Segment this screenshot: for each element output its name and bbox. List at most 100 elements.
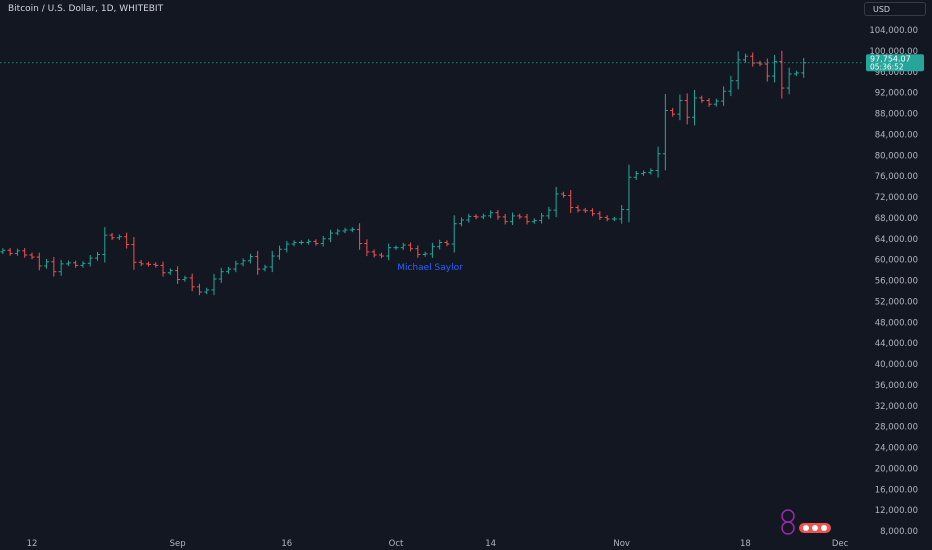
events-markers[interactable] xyxy=(781,509,831,535)
y-tick-label: 16,000.00 xyxy=(875,485,918,495)
y-tick-label: 72,000.00 xyxy=(875,193,918,203)
y-tick-label: 80,000.00 xyxy=(875,151,918,161)
event-circle-top[interactable] xyxy=(781,509,795,523)
ohlc-bar xyxy=(247,253,253,264)
ohlc-bar xyxy=(757,60,763,67)
x-tick-label: 16 xyxy=(281,539,292,549)
y-tick-label: 56,000.00 xyxy=(875,277,918,287)
ohlc-bar xyxy=(138,260,144,267)
ohlc-bar xyxy=(284,240,290,253)
ohlc-bar xyxy=(641,170,647,176)
ohlc-bar xyxy=(262,264,268,272)
ohlc-bar xyxy=(801,57,807,78)
y-tick-label: 92,000.00 xyxy=(875,89,918,99)
price-axis[interactable]: 104,000.00 100,000.00 96,000.00 92,000.00 88… xyxy=(869,26,918,537)
y-tick-label: 104,000.00 xyxy=(869,26,918,36)
x-tick-label: Nov xyxy=(613,539,630,549)
ohlc-bar xyxy=(444,240,450,247)
ohlc-bar xyxy=(480,213,486,220)
ohlc-bar xyxy=(611,216,617,222)
y-tick-label: 64,000.00 xyxy=(875,235,918,245)
ohlc-bar xyxy=(721,86,727,106)
ohlc-bar xyxy=(160,261,166,277)
ohlc-bar xyxy=(684,93,690,125)
ohlc-bar xyxy=(335,228,341,236)
ohlc-series xyxy=(0,50,807,296)
ohlc-bar xyxy=(371,249,377,258)
ohlc-bar xyxy=(604,215,610,222)
ohlc-bar xyxy=(459,217,465,227)
ohlc-bar xyxy=(509,212,515,225)
y-tick-label: 76,000.00 xyxy=(875,172,918,182)
ohlc-bar xyxy=(196,283,202,296)
ohlc-bar xyxy=(706,97,712,107)
dividend-dot-1 xyxy=(803,525,809,531)
ohlc-bar xyxy=(553,186,559,218)
ohlc-bar xyxy=(408,242,414,252)
ohlc-bar xyxy=(73,260,79,268)
ohlc-bar xyxy=(291,240,297,247)
ohlc-bar xyxy=(175,266,181,284)
ohlc-bar xyxy=(590,208,596,217)
y-tick-label: 100,000.00 xyxy=(869,47,918,57)
ohlc-bar xyxy=(437,239,443,250)
ohlc-bar xyxy=(255,250,261,275)
ohlc-bar xyxy=(539,212,545,224)
y-tick-label: 68,000.00 xyxy=(875,214,918,224)
dividend-dot-3 xyxy=(821,525,827,531)
y-tick-label: 48,000.00 xyxy=(875,318,918,328)
ohlc-bar xyxy=(750,52,756,67)
ohlc-bar xyxy=(531,218,537,224)
y-tick-label: 24,000.00 xyxy=(875,444,918,454)
ohlc-bar xyxy=(524,213,530,225)
ohlc-bar xyxy=(116,234,122,240)
ohlc-bar xyxy=(36,252,42,271)
ohlc-bar xyxy=(218,267,224,283)
ohlc-bar xyxy=(713,98,719,107)
ohlc-bar xyxy=(728,75,734,97)
x-tick-label: Oct xyxy=(389,539,404,549)
y-tick-label: 60,000.00 xyxy=(875,256,918,266)
ohlc-bar xyxy=(153,262,159,268)
ohlc-bar xyxy=(677,94,683,121)
y-tick-label: 12,000.00 xyxy=(875,506,918,516)
annotation-michael-saylor[interactable]: Michael Saylor xyxy=(397,263,463,273)
y-tick-label: 44,000.00 xyxy=(875,339,918,349)
ohlc-bar xyxy=(124,232,130,249)
ohlc-bar xyxy=(386,243,392,261)
ohlc-bar xyxy=(131,237,137,270)
ohlc-bar xyxy=(691,89,697,126)
ohlc-bar xyxy=(342,227,348,234)
ohlc-bar xyxy=(648,168,654,175)
x-tick-label: Sep xyxy=(170,539,186,549)
ohlc-bar xyxy=(488,210,494,219)
y-tick-label: 8,000.00 xyxy=(880,527,918,537)
ohlc-bar xyxy=(269,250,275,273)
ohlc-bar xyxy=(7,247,13,256)
currency-button[interactable]: USD xyxy=(864,2,926,16)
symbol-title[interactable]: Bitcoin / U.S. Dollar, 1D, WHITEBIT xyxy=(8,4,164,14)
y-tick-label: 52,000.00 xyxy=(875,297,918,307)
ohlc-bar xyxy=(357,223,363,250)
ohlc-bar xyxy=(655,146,661,178)
time-axis[interactable]: 12 Sep 16 Oct 14 Nov 18 Dec xyxy=(27,539,849,549)
y-tick-label: 88,000.00 xyxy=(875,110,918,120)
x-tick-label: 12 xyxy=(27,539,38,549)
ohlc-bar xyxy=(182,275,188,282)
ohlc-bar xyxy=(422,251,428,257)
ohlc-bar xyxy=(298,240,304,245)
ohlc-bar xyxy=(233,260,239,273)
ohlc-bar xyxy=(400,242,406,250)
ohlc-bar xyxy=(189,273,195,292)
x-tick-label: Dec xyxy=(832,539,849,549)
ohlc-bar xyxy=(0,248,6,255)
ohlc-bar xyxy=(226,266,232,274)
ohlc-bar xyxy=(633,171,639,180)
ohlc-bar xyxy=(364,239,370,257)
ohlc-bar xyxy=(80,261,86,268)
event-circle-bottom[interactable] xyxy=(781,521,795,535)
ohlc-bar xyxy=(546,206,552,220)
ohlc-bar xyxy=(662,94,668,171)
ohlc-bar xyxy=(204,287,210,295)
